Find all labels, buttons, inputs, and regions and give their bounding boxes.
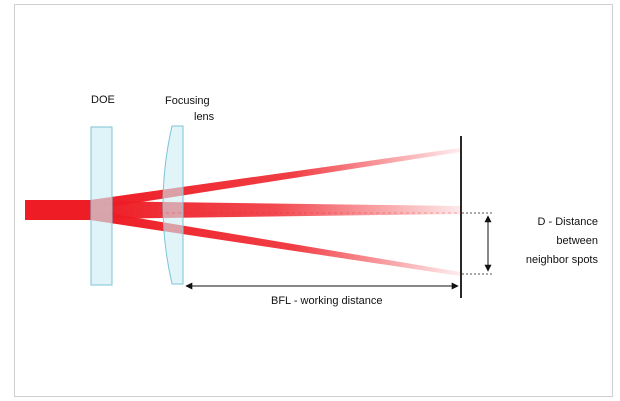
upper-diffracted-beam [90, 148, 460, 210]
frame-border [14, 4, 613, 397]
lower-diffracted-beam [90, 210, 460, 276]
input-beam [25, 200, 93, 220]
bfl-label: BFL - working distance [271, 295, 382, 307]
doe-plate [90, 126, 113, 286]
middle-diffracted-beam [90, 201, 460, 219]
distance-label-line2: between [556, 235, 598, 247]
focusing-lens-label-line2: lens [194, 111, 215, 123]
focusing-lens-label-line1: Focusing [165, 95, 210, 107]
distance-label-line1: D - Distance [537, 216, 598, 228]
doe-label: DOE [91, 94, 115, 106]
distance-label-line3: neighbor spots [526, 254, 599, 266]
focusing-lens [162, 125, 184, 285]
